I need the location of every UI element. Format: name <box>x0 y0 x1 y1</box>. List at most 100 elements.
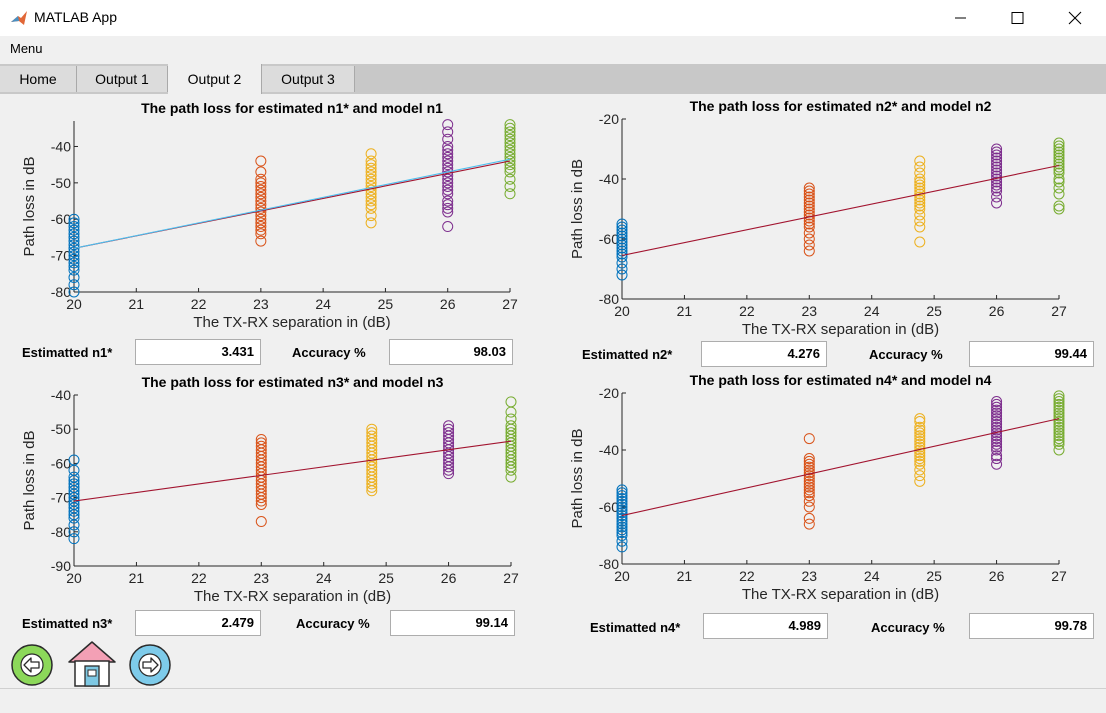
forward-button[interactable] <box>128 643 172 687</box>
data-point <box>616 251 628 263</box>
data-point <box>1053 438 1065 450</box>
data-point <box>616 501 628 513</box>
data-point <box>1053 203 1065 215</box>
data-point <box>255 173 267 185</box>
y-tick-label: -50 <box>51 421 71 437</box>
close-button[interactable] <box>1052 0 1098 36</box>
data-point <box>616 518 628 530</box>
data-point <box>442 177 454 189</box>
data-point <box>914 185 926 197</box>
data-point <box>1053 416 1065 427</box>
data-point <box>914 179 926 191</box>
back-button[interactable] <box>10 643 54 687</box>
data-point <box>803 194 815 206</box>
x-tick-label: 20 <box>614 303 630 319</box>
estimated-n4-field[interactable]: 4.989 <box>703 613 828 639</box>
data-point <box>505 427 517 439</box>
data-point <box>991 176 1003 188</box>
data-point <box>365 162 377 174</box>
data-point <box>616 490 628 502</box>
data-point <box>914 435 926 447</box>
accuracy-3-field[interactable]: 99.14 <box>390 610 515 636</box>
estimated-n1-field[interactable]: 3.431 <box>135 339 261 365</box>
data-point <box>616 218 628 230</box>
accuracy-1-field[interactable]: 98.03 <box>389 339 513 365</box>
data-point <box>803 433 815 445</box>
data-point <box>1053 433 1065 445</box>
x-axis-label: The TX-RX separation in (dB) <box>742 321 939 338</box>
tab-home[interactable]: Home <box>0 66 77 92</box>
x-tick-label: 27 <box>503 570 519 586</box>
data-point <box>803 191 815 203</box>
data-point <box>991 170 1003 182</box>
menu-item[interactable]: Menu <box>10 41 43 56</box>
x-tick-label: 20 <box>66 296 82 312</box>
data-point <box>914 161 926 173</box>
data-point <box>504 151 516 163</box>
data-point <box>803 188 815 200</box>
x-tick-label: 23 <box>801 568 817 584</box>
chart-n1: The path loss for estimated n1* and mode… <box>21 100 518 331</box>
x-tick-label: 25 <box>926 568 942 584</box>
tab-output-1[interactable]: Output 1 <box>77 66 168 92</box>
maximize-button[interactable] <box>994 0 1040 36</box>
data-point <box>991 453 1003 465</box>
y-tick-label: -70 <box>51 248 71 264</box>
data-point <box>616 512 628 524</box>
x-tick-label: 24 <box>864 568 880 584</box>
tab-output-2[interactable]: Output 2 <box>168 64 262 94</box>
data-point <box>255 213 267 225</box>
minimize-button[interactable] <box>938 0 984 36</box>
data-point <box>255 184 267 196</box>
data-point <box>616 484 628 496</box>
matlab-logo-icon <box>11 11 27 25</box>
home-button[interactable] <box>67 640 117 688</box>
data-point <box>991 413 1003 425</box>
data-point <box>366 430 378 442</box>
estimated-n2-field[interactable]: 4.276 <box>701 341 827 367</box>
accuracy-2-field[interactable]: 99.44 <box>969 341 1094 367</box>
data-point <box>616 541 628 553</box>
data-point <box>991 416 1003 427</box>
data-point <box>68 235 80 247</box>
data-point <box>1053 149 1065 161</box>
x-axis-label: The TX-RX separation in (dB) <box>742 586 939 603</box>
data-point <box>914 441 926 453</box>
data-point <box>68 454 80 466</box>
data-point <box>365 199 377 211</box>
data-point <box>991 435 1003 447</box>
data-point <box>616 524 628 536</box>
data-point <box>504 166 516 178</box>
data-point <box>803 221 815 233</box>
data-point <box>365 191 377 203</box>
y-tick-label: -40 <box>599 171 619 187</box>
data-point <box>68 478 80 490</box>
data-point <box>1053 164 1065 176</box>
data-point <box>504 130 516 142</box>
data-point <box>616 227 628 239</box>
x-axis-label: The TX-RX separation in (dB) <box>193 314 390 331</box>
y-tick-label: -20 <box>599 385 619 401</box>
x-tick-label: 25 <box>926 303 942 319</box>
data-point <box>914 200 926 212</box>
y-axis-label: Path loss in dB <box>569 159 586 259</box>
y-axis-label: Path loss in dB <box>21 430 38 530</box>
data-point <box>914 430 926 442</box>
data-point <box>803 200 815 212</box>
x-tick-label: 21 <box>677 303 693 319</box>
data-point <box>914 182 926 194</box>
model-line <box>73 440 512 502</box>
data-point <box>442 133 454 145</box>
data-point <box>914 444 926 456</box>
data-point <box>803 464 815 476</box>
accuracy-4-label: Accuracy % <box>871 620 945 635</box>
accuracy-4-field[interactable]: 99.78 <box>969 613 1094 639</box>
data-point <box>991 182 1003 194</box>
estimated-n3-field[interactable]: 2.479 <box>135 610 261 636</box>
data-point <box>1053 418 1065 430</box>
tab-output-3[interactable]: Output 3 <box>262 66 355 92</box>
data-point <box>991 164 1003 176</box>
y-tick-label: -60 <box>51 455 71 471</box>
data-point <box>914 475 926 487</box>
data-point <box>504 180 516 192</box>
